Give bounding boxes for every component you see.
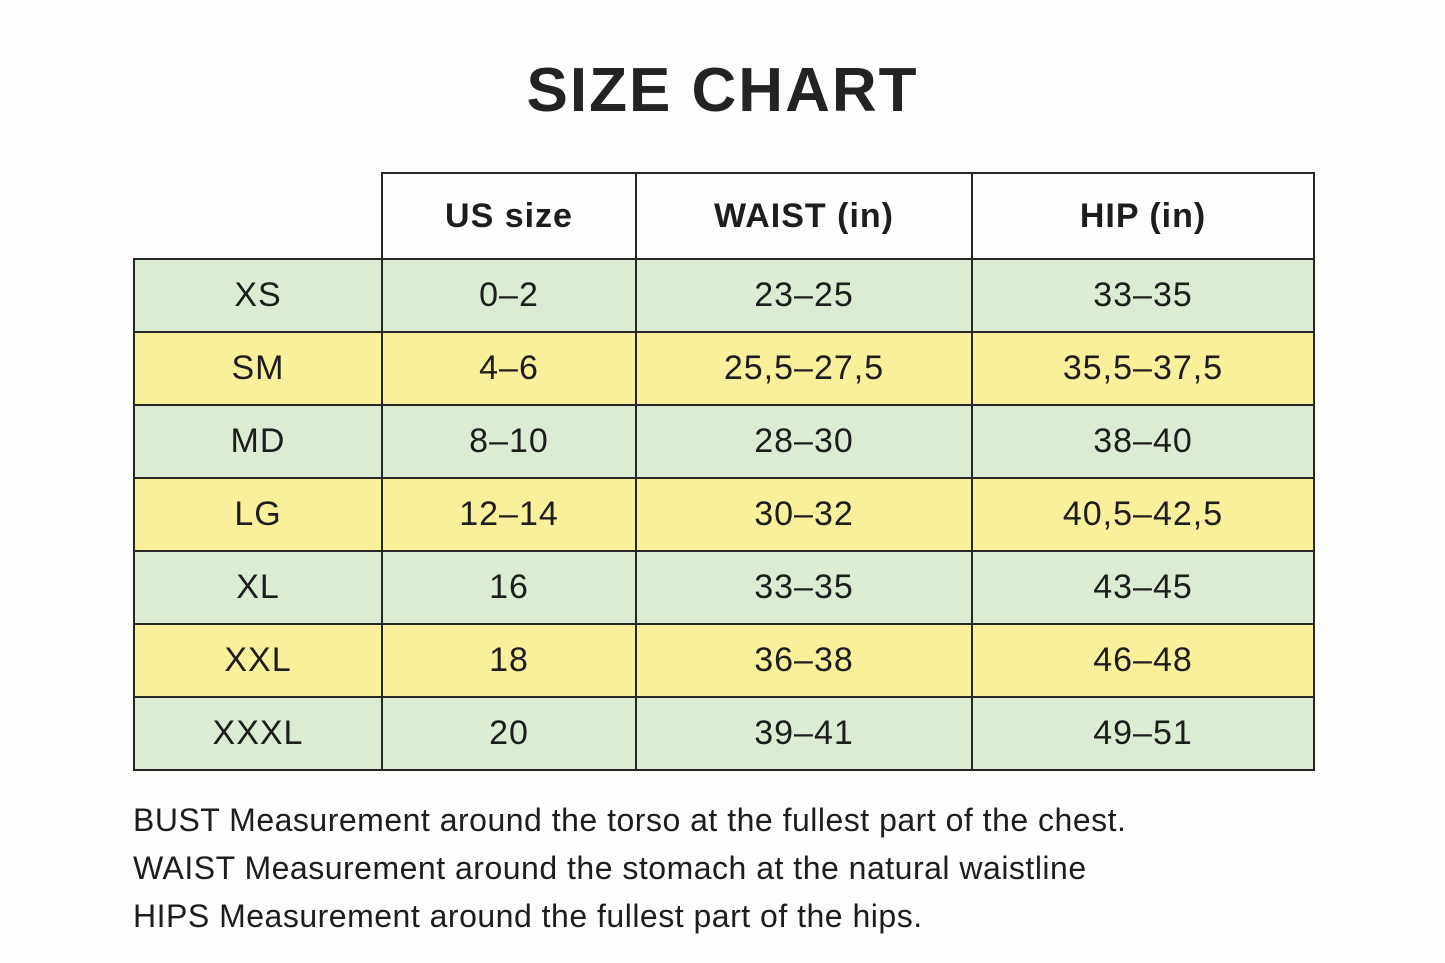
waist-cell: 30–32 [635, 477, 973, 552]
size-label-cell: XXL [133, 623, 383, 698]
size-chart-table: US size WAIST (in) HIP (in) XS 0–2 23–25 33… [133, 172, 1315, 771]
size-label-cell: LG [133, 477, 383, 552]
waist-cell: 36–38 [635, 623, 973, 698]
hip-cell: 35,5–37,5 [971, 331, 1315, 406]
column-header-us-size: US size [381, 172, 637, 260]
hip-cell: 43–45 [971, 550, 1315, 625]
us-size-cell: 8–10 [381, 404, 637, 479]
us-size-cell: 18 [381, 623, 637, 698]
blank-header-cell [134, 173, 382, 259]
note-waist: WAIST Measurement around the stomach at … [133, 850, 1087, 886]
table-row: XL 16 33–35 43–45 [133, 550, 1315, 625]
us-size-cell: 20 [381, 696, 637, 771]
column-header-hip: HIP (in) [971, 172, 1315, 260]
us-size-cell: 4–6 [381, 331, 637, 406]
header-row: US size WAIST (in) HIP (in) [134, 172, 1315, 260]
table-body: XS 0–2 23–25 33–35 SM 4–6 25,5–27,5 35,5–37,5 MD… [133, 258, 1315, 771]
page-title: SIZE CHART [526, 56, 919, 125]
hip-cell: 33–35 [971, 258, 1315, 333]
us-size-cell: 16 [381, 550, 637, 625]
size-label-cell: XL [133, 550, 383, 625]
table-row: XS 0–2 23–25 33–35 [133, 258, 1315, 333]
table-row: LG 12–14 30–32 40,5–42,5 [133, 477, 1315, 552]
size-label-cell: XS [133, 258, 383, 333]
us-size-cell: 12–14 [381, 477, 637, 552]
table-row: MD 8–10 28–30 38–40 [133, 404, 1315, 479]
table-row: XXL 18 36–38 46–48 [133, 623, 1315, 698]
table-row: SM 4–6 25,5–27,5 35,5–37,5 [133, 331, 1315, 406]
size-label-cell: SM [133, 331, 383, 406]
hip-cell: 38–40 [971, 404, 1315, 479]
waist-cell: 33–35 [635, 550, 973, 625]
size-label-cell: MD [133, 404, 383, 479]
hip-cell: 40,5–42,5 [971, 477, 1315, 552]
table-row: XXXL 20 39–41 49–51 [133, 696, 1315, 771]
waist-cell: 28–30 [635, 404, 973, 479]
waist-cell: 39–41 [635, 696, 973, 771]
measurement-notes: BUST Measurement around the torso at the… [133, 796, 1126, 940]
us-size-cell: 0–2 [381, 258, 637, 333]
note-bust: BUST Measurement around the torso at the… [133, 802, 1127, 838]
waist-cell: 23–25 [635, 258, 973, 333]
hip-cell: 49–51 [971, 696, 1315, 771]
table-header: US size WAIST (in) HIP (in) [134, 172, 1315, 260]
waist-cell: 25,5–27,5 [635, 331, 973, 406]
size-label-cell: XXXL [133, 696, 383, 771]
hip-cell: 46–48 [971, 623, 1315, 698]
column-header-waist: WAIST (in) [635, 172, 973, 260]
note-hips: HIPS Measurement around the fullest part… [133, 898, 923, 934]
